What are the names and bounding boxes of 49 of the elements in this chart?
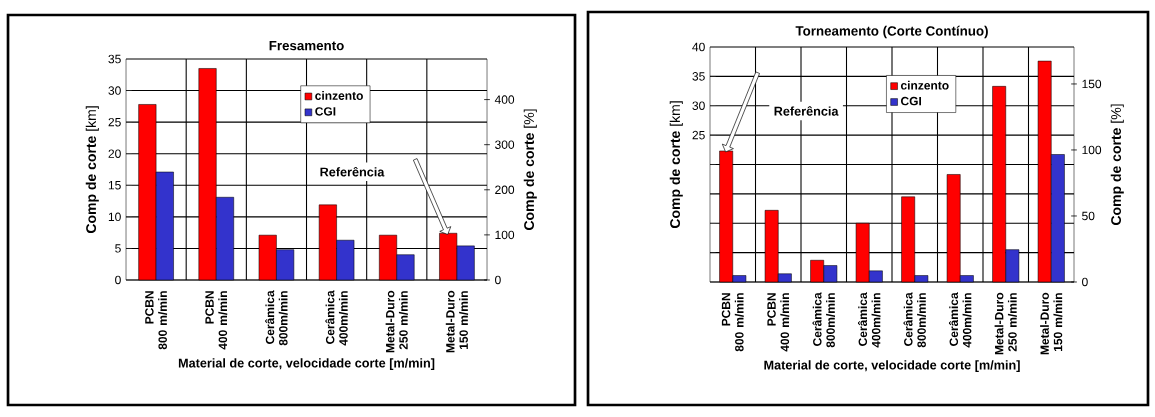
legend-label: CGI xyxy=(315,107,336,116)
x-tick-label: Metal-Duro 250 m/min xyxy=(994,292,1017,355)
y-axis-title: Comp de corte [km] xyxy=(669,101,683,229)
y-tick-label: 30 xyxy=(692,101,705,110)
x-tick-label: Cerâmica 400m/min xyxy=(857,292,881,348)
x-tick-label: Cerâmica 800m/min xyxy=(265,290,288,346)
x-axis-title: Material de corte, velocidade corte [m/min] xyxy=(178,358,435,371)
legend-label: cinzento xyxy=(315,91,363,100)
x-tick-label: PCBN 800 m/min xyxy=(145,291,168,350)
annotation: Referência xyxy=(320,166,385,177)
y2-tick-label: 0 xyxy=(495,275,501,285)
y2-axis-title: Comp de corte [%] xyxy=(1110,104,1124,225)
x-tick-label: Cerâmica 800m/min xyxy=(903,292,927,348)
y2-axis-title: Comp de corte [%] xyxy=(523,109,537,230)
chart-title: Torneamento (Corte Contínuo) xyxy=(795,25,988,39)
legend-label: cinzento xyxy=(900,80,949,90)
y-tick-label: 25 xyxy=(108,117,121,127)
y-tick-label: 40 xyxy=(692,42,705,52)
y2-tick-label: 150 xyxy=(1082,79,1102,89)
y2-tick-label: 300 xyxy=(495,140,515,149)
y-tick-label: 10 xyxy=(108,212,121,222)
y-tick-label: 20 xyxy=(108,149,121,158)
y-tick-label: 25 xyxy=(692,130,705,140)
chart-title: Fresamento xyxy=(269,40,344,51)
x-tick-label: PCBN 800 m/min xyxy=(721,293,744,352)
y2-tick-label: 100 xyxy=(1082,145,1102,155)
y-tick-label: 35 xyxy=(108,54,121,64)
y2-tick-label: 50 xyxy=(1082,211,1095,221)
x-tick-label: Metal-Duro 250 m/min xyxy=(385,290,408,353)
x-tick-label: Metal-Duro 150 m/min xyxy=(1040,292,1063,355)
x-tick-label: Cerâmica 400m/min xyxy=(325,290,348,346)
x-tick-label: Metal-Duro 150 m/min xyxy=(445,290,469,353)
y-tick-label: 5 xyxy=(115,244,121,253)
y-axis-title: Comp de corte [km] xyxy=(85,106,99,234)
y-tick-label: 15 xyxy=(108,181,121,190)
x-tick-label: Cerâmica 400m/min xyxy=(948,292,972,348)
y2-tick-label: 0 xyxy=(1082,277,1088,287)
x-tick-label: PCBN 400 m/min xyxy=(767,293,790,352)
y-tick-label: 35 xyxy=(692,72,705,81)
y-tick-label: 0 xyxy=(115,275,121,285)
legend-label: CGI xyxy=(900,96,921,106)
y2-tick-label: 200 xyxy=(495,185,515,195)
x-tick-label: Cerâmica 800m/min xyxy=(812,292,836,348)
annotation: Referência xyxy=(774,106,839,116)
y2-tick-label: 100 xyxy=(495,230,515,240)
x-tick-label: PCBN 400 m/min xyxy=(205,291,228,350)
y2-tick-label: 400 xyxy=(494,95,515,104)
y-tick-label: 30 xyxy=(108,86,121,95)
x-axis-title: Material de corte, velocidade corte [m/min] xyxy=(764,360,1020,373)
